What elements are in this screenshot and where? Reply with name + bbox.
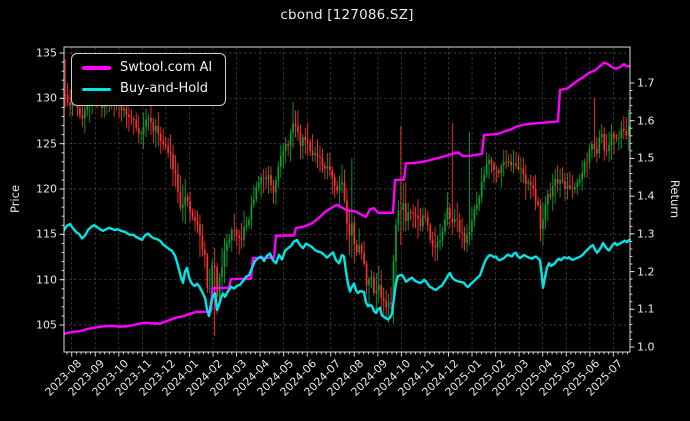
chart-title: cbond [127086.SZ] — [280, 7, 414, 23]
line-buyhold — [64, 222, 630, 321]
axes — [59, 46, 635, 357]
return-tick-label: 1.6 — [637, 114, 655, 128]
legend-item-buyhold: Buy-and-Hold — [82, 81, 212, 97]
return-tick-label: 1.3 — [637, 227, 655, 241]
return-tick-label: 1.4 — [637, 189, 655, 203]
return-axis-label: Return — [668, 179, 682, 219]
price-tick-label: 105 — [36, 318, 57, 332]
legend-label-ai: Swtool.com AI — [120, 60, 213, 75]
return-tick-label: 1.0 — [637, 340, 655, 354]
price-tick-label: 135 — [36, 46, 57, 60]
price-tick-label: 130 — [36, 91, 57, 105]
return-tick-label: 1.2 — [637, 265, 655, 279]
price-axis-label: Price — [8, 184, 22, 214]
price-tick-label: 125 — [36, 137, 57, 151]
price-tick-label: 120 — [36, 182, 57, 196]
price-tick-label: 115 — [36, 227, 57, 241]
return-tick-label: 1.7 — [637, 76, 655, 90]
legend: Swtool.com AI Buy-and-Hold — [71, 53, 227, 106]
return-tick-label: 1.1 — [637, 302, 655, 316]
price-tick-label: 110 — [36, 273, 57, 287]
candlestick-layer — [64, 59, 630, 336]
ai-line-swatch — [82, 66, 111, 70]
buyhold-line-swatch — [82, 87, 111, 92]
legend-label-buyhold: Buy-and-Hold — [120, 81, 209, 97]
legend-item-ai: Swtool.com AI — [82, 60, 213, 75]
line-ai — [64, 61, 630, 335]
return-tick-label: 1.5 — [637, 151, 655, 165]
